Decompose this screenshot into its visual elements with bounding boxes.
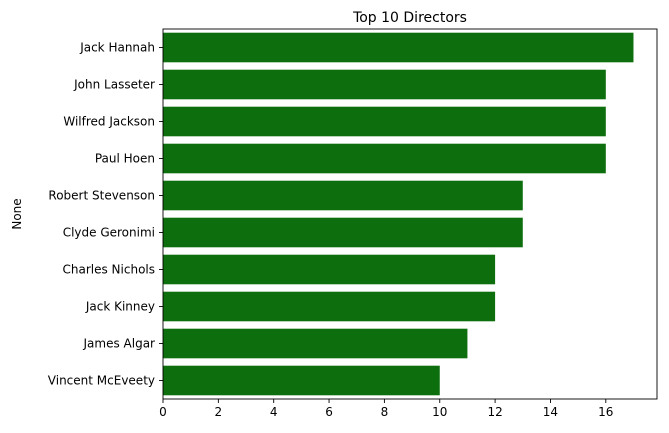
x-tick-label: 4: [270, 405, 278, 419]
y-tick-label: Vincent McEveety: [48, 374, 155, 388]
bar: [163, 217, 523, 248]
bar: [163, 69, 606, 100]
y-tick-label: Robert Stevenson: [48, 189, 155, 203]
x-ticks: 0 2 4 6 8 10 12 14 16: [159, 399, 613, 419]
x-tick-label: 2: [215, 405, 223, 419]
bar: [163, 180, 523, 211]
y-tick-label: Jack Kinney: [85, 300, 155, 314]
chart-title: Top 10 Directors: [352, 10, 467, 26]
bar: [163, 365, 440, 396]
x-tick-label: 0: [159, 405, 167, 419]
x-tick-label: 6: [325, 405, 333, 419]
plot-frame: [162, 28, 658, 400]
y-tick-label: Charles Nichols: [63, 263, 156, 277]
x-tick-label: 10: [432, 405, 447, 419]
bar: [163, 106, 606, 137]
y-tick-label: Jack Hannah: [79, 41, 155, 55]
y-tick-label: Clyde Geronimi: [63, 226, 155, 240]
bar: [163, 32, 634, 63]
y-tick-label: John Lasseter: [73, 78, 155, 92]
x-tick-label: 12: [487, 405, 502, 419]
bar: [163, 291, 496, 322]
y-tick-labels: Jack Hannah John Lasseter Wilfred Jackson P…: [48, 41, 163, 388]
x-tick-label: 8: [381, 405, 389, 419]
y-tick-label: James Algar: [83, 337, 156, 351]
bar: [163, 254, 496, 285]
y-tick-label: Paul Hoen: [95, 152, 155, 166]
bar: [163, 143, 606, 174]
bar: [163, 328, 468, 359]
x-tick-label: 16: [598, 405, 613, 419]
x-tick-label: 14: [543, 405, 558, 419]
y-tick-label: Wilfred Jackson: [63, 115, 155, 129]
bars-group: [163, 32, 634, 396]
y-axis-label: None: [10, 198, 24, 229]
